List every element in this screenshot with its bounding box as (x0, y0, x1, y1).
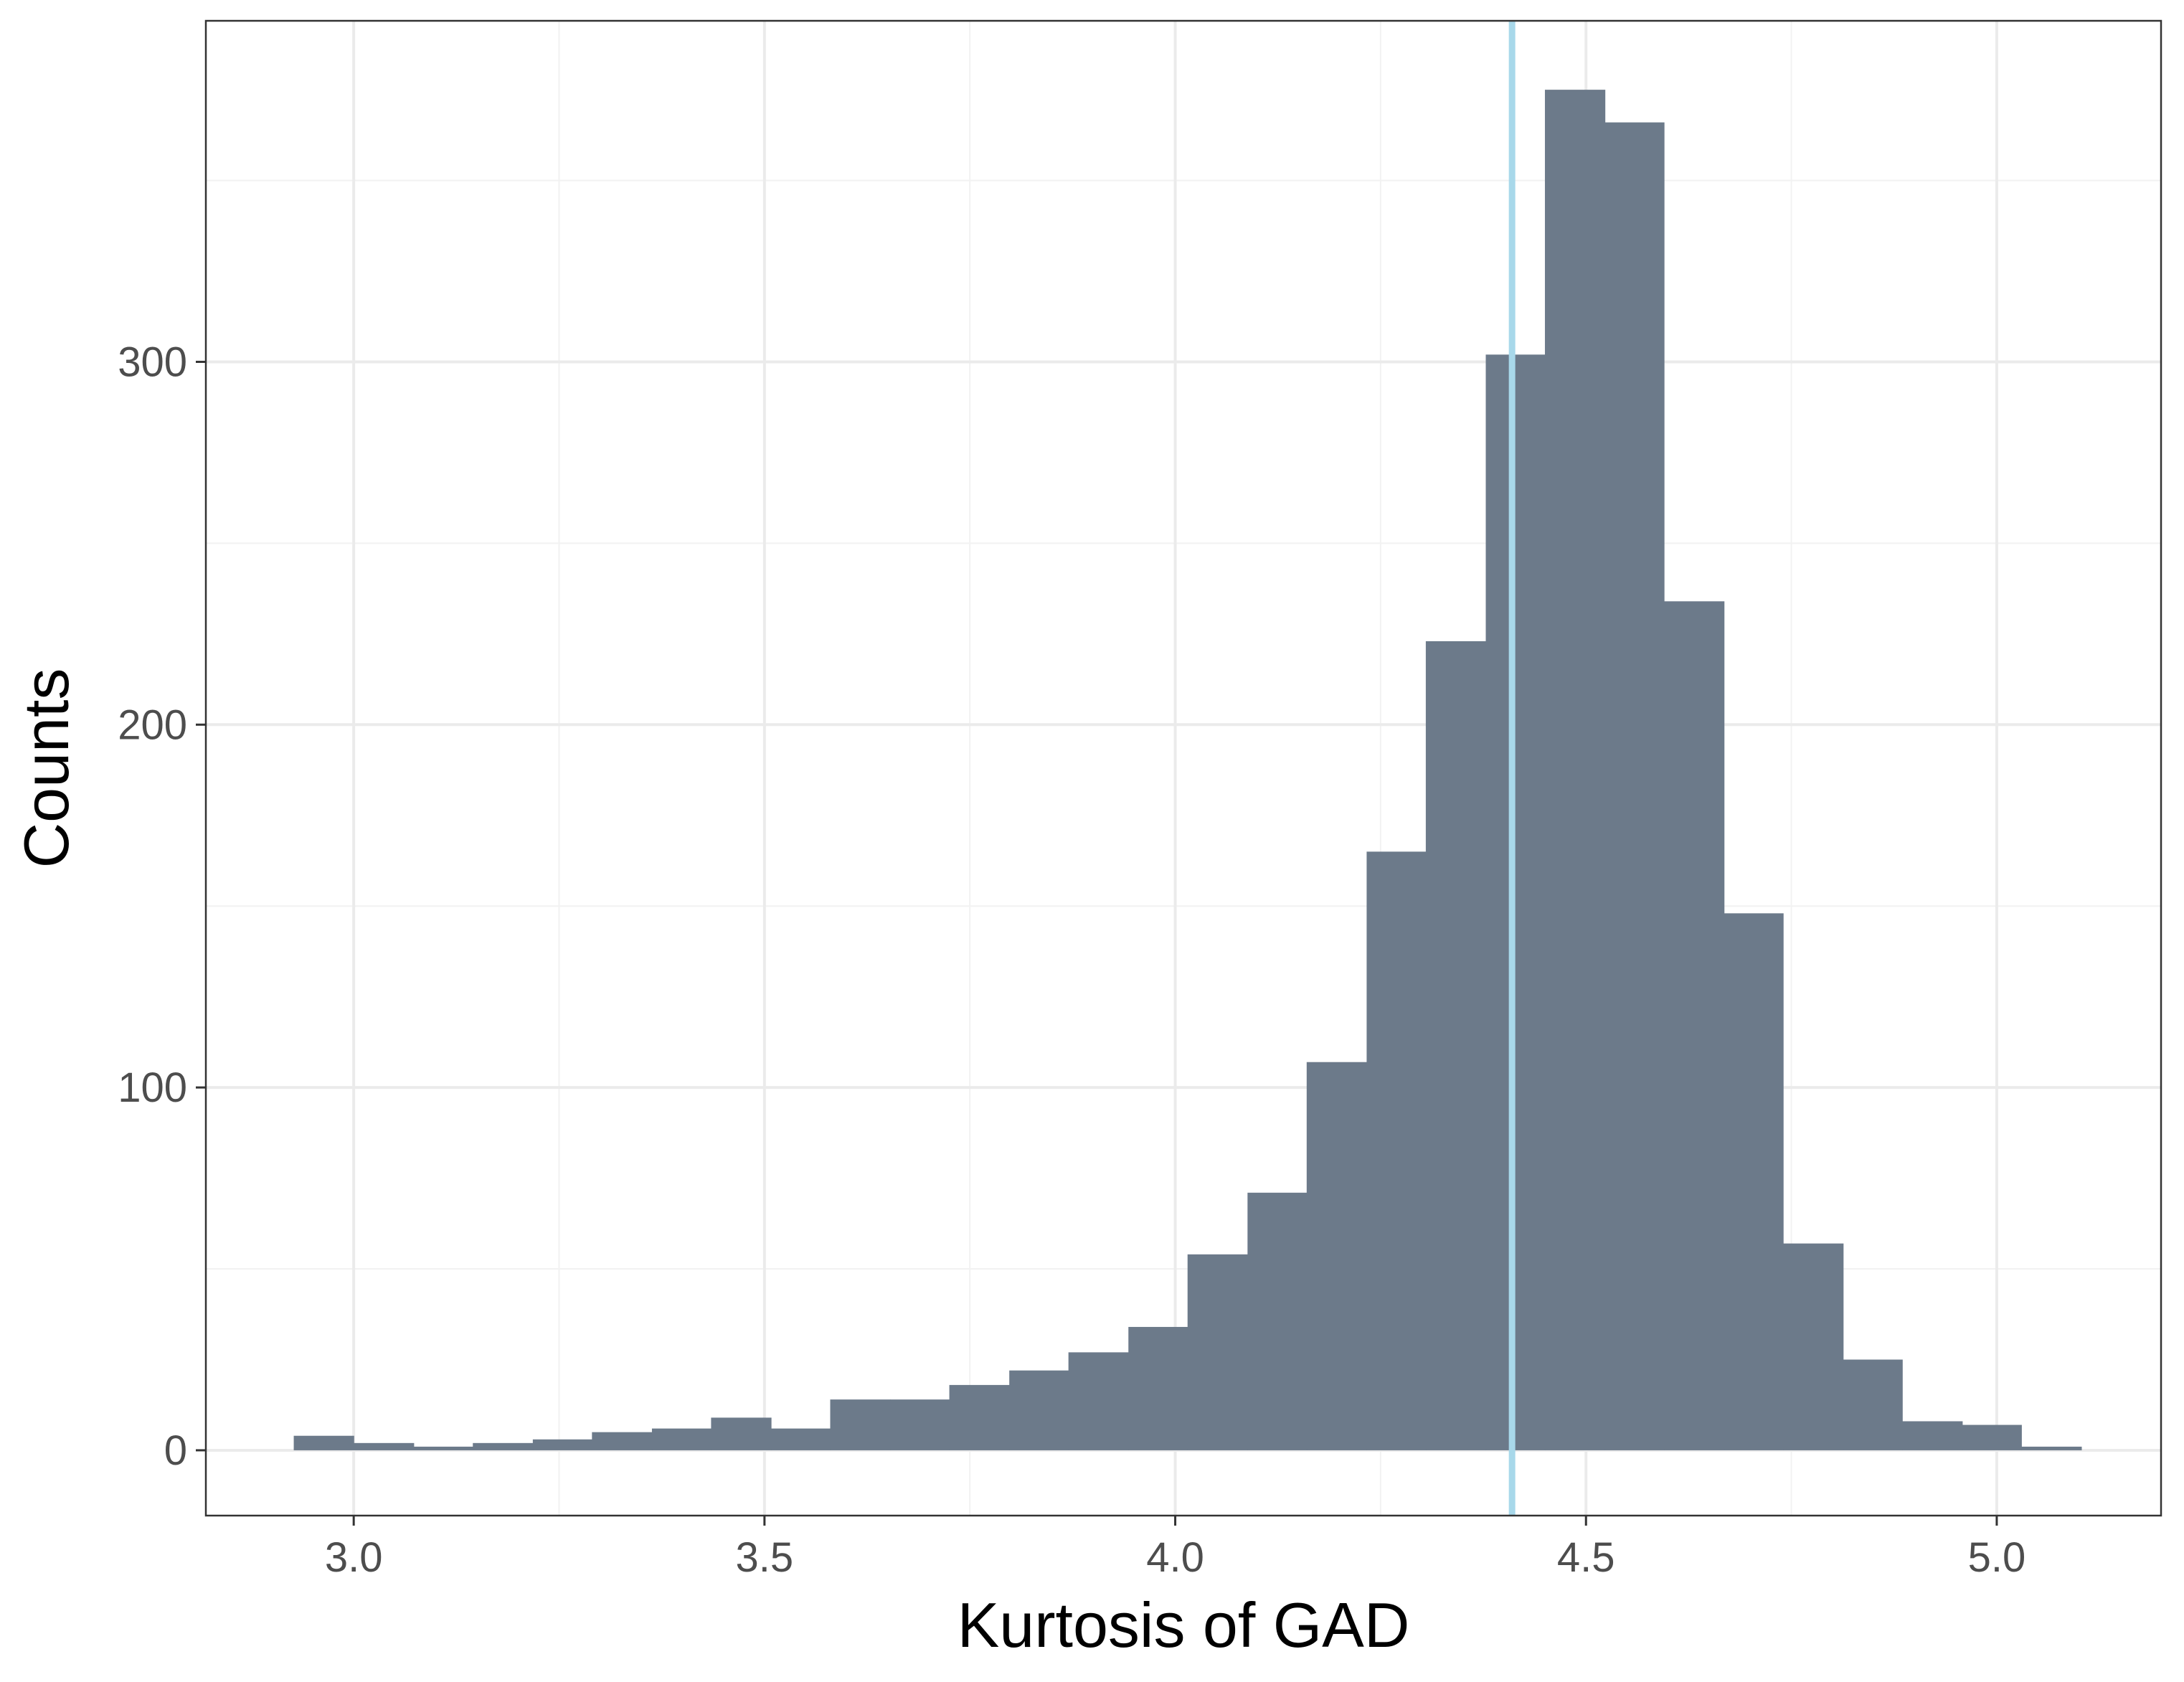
histogram-bar (473, 1442, 534, 1450)
x-tick-label: 3.0 (325, 1534, 383, 1581)
histogram-bar (830, 1399, 891, 1450)
histogram-bar (1604, 122, 1665, 1450)
y-tick-label: 200 (118, 701, 187, 748)
plot-panel-background (206, 21, 2161, 1516)
x-tick-label: 4.0 (1146, 1534, 1204, 1581)
x-tick-label: 5.0 (1968, 1534, 2026, 1581)
histogram-bar (413, 1446, 473, 1450)
histogram-bar (1485, 354, 1546, 1450)
histogram-bar (1247, 1192, 1308, 1450)
histogram-bar (1544, 90, 1606, 1450)
histogram-bar (1962, 1424, 2022, 1450)
histogram-bar (949, 1384, 1010, 1450)
histogram-bar (532, 1439, 592, 1450)
histogram-bar (1187, 1254, 1248, 1450)
histogram-bar (293, 1435, 354, 1450)
y-tick-label: 300 (118, 339, 187, 385)
histogram-bar (771, 1428, 831, 1450)
histogram-bar (1425, 641, 1487, 1450)
histogram-bar (1009, 1370, 1069, 1450)
histogram-bar (1843, 1359, 1903, 1450)
y-tick-label: 100 (118, 1064, 187, 1111)
grid-minor (206, 21, 2161, 1516)
histogram-bar (1902, 1421, 1963, 1450)
plot-panel-border (204, 19, 2162, 1517)
histogram-bar (354, 1442, 415, 1450)
histogram-bar (1783, 1243, 1844, 1450)
histogram-bar (1306, 1062, 1368, 1450)
y-tick-label: 0 (164, 1427, 187, 1474)
x-tick-label: 4.5 (1557, 1534, 1615, 1581)
histogram-bar (890, 1399, 950, 1450)
y-axis-title: Counts (11, 668, 82, 869)
histogram-bar (711, 1417, 772, 1450)
x-axis-ticks: 3.0 3.5 4.0 4.5 5.0 (325, 1516, 2025, 1581)
histogram-bar (592, 1432, 653, 1450)
histogram-bar (1128, 1326, 1188, 1450)
x-tick-label: 3.5 (736, 1534, 794, 1581)
histogram-bar (1366, 851, 1427, 1450)
histogram-bar (1724, 913, 1784, 1450)
histogram-bar (1068, 1352, 1129, 1450)
y-axis-ticks: 0 100 200 300 (118, 339, 206, 1474)
x-axis-title: Kurtosis of GAD (958, 1589, 1410, 1660)
histogram-bar (1664, 601, 1725, 1450)
histogram-bars (293, 90, 2082, 1450)
histogram-bar (2021, 1446, 2082, 1450)
histogram-bar (651, 1428, 712, 1450)
